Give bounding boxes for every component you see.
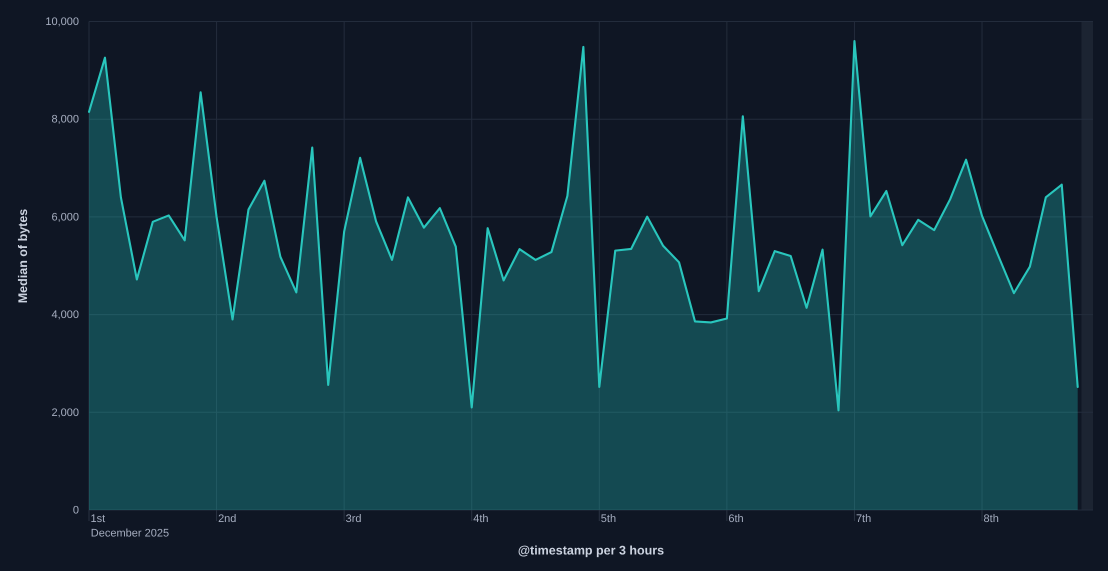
svg-text:3rd: 3rd	[346, 513, 362, 525]
svg-text:December 2025: December 2025	[91, 527, 169, 539]
svg-text:10,000: 10,000	[45, 16, 79, 28]
svg-text:4th: 4th	[473, 513, 488, 525]
svg-text:2,000: 2,000	[51, 407, 79, 419]
svg-text:6,000: 6,000	[51, 211, 79, 223]
svg-text:0: 0	[73, 505, 79, 517]
svg-text:8,000: 8,000	[51, 114, 79, 126]
svg-text:1st: 1st	[91, 513, 106, 525]
svg-text:2nd: 2nd	[218, 513, 236, 525]
svg-text:8th: 8th	[984, 513, 999, 525]
svg-text:4,000: 4,000	[51, 309, 79, 321]
svg-text:Median of bytes: Median of bytes	[16, 209, 30, 304]
svg-text:@timestamp per 3 hours: @timestamp per 3 hours	[518, 544, 664, 558]
svg-text:5th: 5th	[601, 513, 616, 525]
svg-text:7th: 7th	[856, 513, 871, 525]
svg-text:6th: 6th	[728, 513, 743, 525]
